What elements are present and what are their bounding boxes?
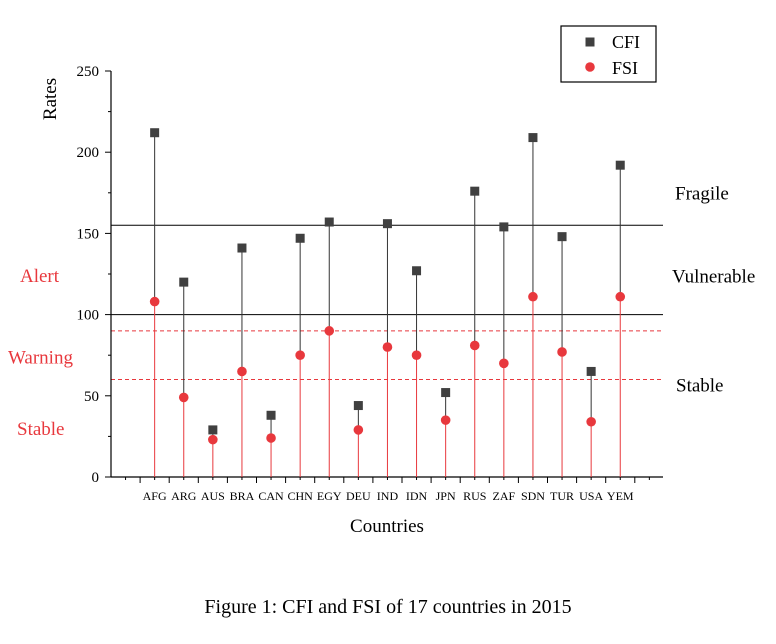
cfi-point-usa (586, 366, 596, 376)
chart-canvas: Fragile Vulnerable Stable Alert Warning Stabl… (8, 25, 755, 537)
zone-label-stable: Stable (676, 376, 724, 397)
cfi-point-tur (557, 232, 567, 242)
x-tick-label-usa: USA (579, 489, 603, 503)
cfi-point-rus (470, 186, 480, 196)
cfi-point-ind (382, 219, 392, 229)
fsi-point-egy (324, 326, 335, 336)
legend-box (560, 25, 657, 83)
y-tick-label: 50 (84, 389, 99, 405)
cfi-point-can (266, 410, 276, 420)
fsi-point-arg (178, 392, 189, 403)
x-tick-label-aus: AUS (201, 489, 225, 503)
cfi-point-zaf (499, 222, 509, 232)
x-tick-label-yem: YEM (607, 489, 634, 503)
fsi-point-sdn (528, 291, 538, 302)
zone-label-fragile: Fragile (675, 183, 729, 204)
fsi-point-idn (411, 350, 422, 361)
x-tick-label-deu: DEU (346, 489, 371, 503)
fsi-point-rus (469, 340, 480, 351)
y-tick-label: 150 (77, 226, 100, 242)
cfi-point-yem (615, 160, 625, 170)
x-tick-label-tur: TUR (550, 489, 574, 503)
cfi-point-egy (324, 217, 334, 227)
y-axis-title: Rates (40, 78, 61, 120)
x-tick-label-jpn: JPN (436, 489, 456, 503)
fsi-point-deu (353, 425, 364, 435)
fsi-point-yem (615, 291, 626, 302)
legend-fsi-marker (585, 62, 595, 72)
x-tick-label-rus: RUS (463, 489, 486, 503)
legend-fsi-label: FSI (612, 58, 638, 78)
x-tick-label-ind: IND (377, 489, 399, 503)
cfi-point-afg (150, 128, 160, 138)
y-tick-label: 200 (77, 145, 100, 161)
cfi-point-arg (179, 277, 189, 287)
fsi-point-afg (149, 296, 160, 307)
legend-cfi-label: CFI (612, 32, 640, 52)
y-tick-label: 0 (92, 470, 100, 486)
y-tick-label: 250 (77, 64, 100, 80)
cfi-point-aus (208, 425, 218, 435)
left-label-stable: Stable (17, 419, 65, 440)
cfi-point-jpn (441, 388, 451, 398)
x-tick-label-sdn: SDN (521, 489, 545, 503)
cfi-point-bra (237, 243, 247, 253)
y-tick-label: 100 (77, 308, 100, 324)
x-tick-label-afg: AFG (143, 489, 167, 503)
fsi-point-usa (586, 416, 596, 427)
fsi-point-aus (208, 434, 218, 445)
fsi-point-ind (382, 342, 393, 352)
fsi-point-bra (237, 366, 247, 377)
fsi-point-zaf (499, 358, 509, 369)
cfi-point-sdn (528, 133, 538, 143)
x-axis-title: Countries (350, 516, 424, 537)
fsi-point-tur (557, 347, 567, 357)
legend-cfi-marker (585, 37, 595, 47)
x-tick-label-arg: ARG (171, 489, 197, 503)
fsi-point-chn (295, 350, 305, 361)
cfi-point-idn (412, 266, 422, 276)
x-tick-label-can: CAN (258, 489, 284, 503)
x-tick-label-idn: IDN (406, 489, 428, 503)
left-label-alert: Alert (20, 266, 60, 287)
cfi-point-deu (353, 401, 363, 411)
fsi-point-can (266, 433, 276, 443)
left-label-warning: Warning (8, 347, 73, 368)
x-tick-label-bra: BRA (230, 489, 255, 503)
x-tick-label-zaf: ZAF (493, 489, 516, 503)
fsi-point-jpn (440, 415, 451, 425)
cfi-point-chn (295, 233, 305, 243)
x-tick-label-chn: CHN (287, 489, 313, 503)
zone-label-vulnerable: Vulnerable (672, 266, 755, 287)
x-tick-label-egy: EGY (317, 489, 342, 503)
figure-caption: Figure 1: CFI and FSI of 17 countries in… (204, 596, 572, 618)
